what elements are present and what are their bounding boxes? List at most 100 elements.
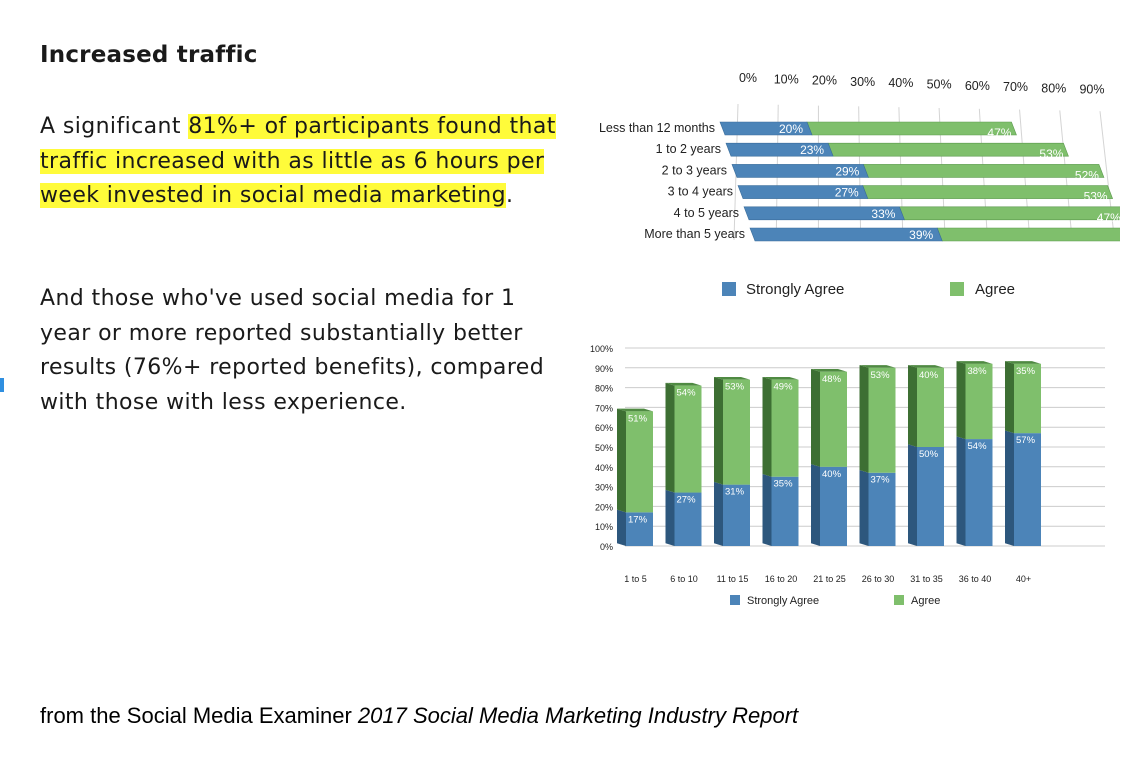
category-label: 11 to 15 — [717, 574, 749, 584]
legend-swatch-strongly-agree — [730, 595, 740, 605]
data-label-strongly-agree: 39% — [909, 228, 933, 242]
category-label: 3 to 4 years — [668, 185, 733, 199]
section-heading: Increased traffic — [40, 42, 258, 68]
bar-agree — [626, 411, 653, 513]
paragraph-traffic-lead: A significant — [40, 114, 189, 139]
y-tick-label: 50% — [595, 443, 613, 453]
bar-side-agree — [762, 376, 772, 477]
bar-agree — [827, 142, 1069, 157]
data-label-agree: 53% — [871, 370, 891, 381]
category-label: 1 to 2 years — [656, 142, 721, 156]
bar-strongly-agree — [719, 121, 813, 136]
horizontal-stacked-bar-chart: 0%10%20%30%40%50%60%70%80%90%39%48%More … — [599, 71, 1120, 298]
bar-top-agree — [714, 376, 750, 380]
legend-swatch-agree — [894, 595, 904, 605]
legend-label-strongly-agree: Strongly Agree — [746, 281, 844, 298]
category-label: 1 to 5 — [624, 574, 647, 584]
legend-label-strongly-agree: Strongly Agree — [747, 595, 819, 607]
bar-strongly-agree — [868, 472, 896, 546]
bar-side-strongly-agree — [956, 436, 966, 546]
bar-side-strongly-agree — [1005, 430, 1014, 546]
y-tick-label: 0% — [600, 542, 613, 552]
legend-swatch-agree — [950, 282, 964, 296]
bar-agree — [820, 371, 847, 467]
bar-agree — [862, 185, 1114, 199]
bar-agree — [936, 227, 1120, 242]
bar-top-agree — [908, 365, 944, 368]
bar-side-agree — [859, 365, 869, 473]
data-label-strongly-agree: 35% — [774, 479, 794, 490]
data-label-strongly-agree: 37% — [871, 475, 891, 486]
data-label-agree: 53% — [1084, 190, 1108, 204]
bar-strongly-agree — [743, 206, 905, 221]
bar-agree — [898, 206, 1120, 221]
category-label: More than 5 years — [644, 227, 745, 241]
highlighted-finding: 81%+ of participants found that traffic … — [40, 114, 556, 208]
bar-side-agree — [908, 365, 917, 447]
x-tick-label: 70% — [1003, 80, 1028, 94]
x-tick-label: 30% — [850, 75, 875, 89]
bar-strongly-agree — [917, 447, 944, 546]
category-label: 4 to 5 years — [674, 206, 739, 220]
x-tick-label: 0% — [739, 71, 757, 85]
paragraph-traffic-end: . — [505, 183, 514, 208]
vertical-stacked-bar-chart: 0% 10% 20% 30% 40% 50% 60% 70% 80% 90% 100% 17% 51% 1… — [590, 344, 1105, 607]
bar-side-strongly-agree — [859, 470, 869, 546]
bar-top-agree — [859, 365, 896, 368]
bar-top-agree — [617, 408, 653, 412]
bar-agree — [868, 367, 896, 473]
data-label-agree: 38% — [968, 366, 988, 377]
bar-strongly-agree — [771, 476, 799, 546]
data-label-agree: 48% — [822, 374, 842, 385]
bar-strongly-agree — [749, 227, 943, 242]
paragraph-traffic: A significant 81%+ of participants found… — [40, 110, 560, 214]
bar-side-agree — [1005, 361, 1014, 434]
data-label-strongly-agree: 31% — [725, 487, 745, 498]
y-tick-label: 60% — [595, 423, 613, 433]
bar-side-agree — [665, 382, 675, 493]
source-prefix: from the Social Media Examiner — [40, 703, 358, 728]
data-label-strongly-agree: 50% — [919, 449, 939, 460]
bar-agree — [806, 121, 1017, 136]
category-label: 16 to 20 — [765, 574, 798, 584]
bar-strongly-agree — [731, 164, 869, 178]
bar-side-agree — [714, 376, 723, 485]
data-label-agree: 47% — [1097, 211, 1120, 225]
category-label: 36 to 40 — [959, 574, 992, 584]
bar-strongly-agree — [725, 142, 834, 157]
bar-agree — [723, 379, 750, 485]
bar-side-agree — [811, 369, 820, 467]
bar-side-strongly-agree — [811, 464, 820, 546]
bar-strongly-agree — [1014, 433, 1041, 546]
bar-side-strongly-agree — [908, 444, 917, 546]
data-label-strongly-agree: 33% — [871, 207, 895, 221]
category-label: 6 to 10 — [670, 574, 698, 584]
data-label-agree: 54% — [677, 388, 697, 399]
x-tick-label: 50% — [927, 78, 952, 92]
edge-marker — [0, 378, 4, 392]
bar-agree — [917, 367, 944, 447]
x-tick-label: 80% — [1041, 81, 1066, 95]
bar-strongly-agree — [965, 439, 993, 546]
bar-strongly-agree — [626, 512, 653, 546]
paragraph-experience: And those who've used social media for 1… — [40, 286, 545, 415]
bar-side-agree — [956, 361, 966, 440]
source-citation: from the Social Media Examiner 2017 Soci… — [40, 703, 798, 729]
category-label: 40+ — [1016, 574, 1031, 584]
data-label-agree: 51% — [628, 413, 648, 424]
category-label: 31 to 35 — [910, 574, 943, 584]
x-tick-label: 60% — [965, 79, 990, 93]
data-label-agree: 47% — [987, 126, 1011, 140]
bar-strongly-agree — [723, 484, 750, 546]
y-tick-label: 80% — [595, 384, 613, 394]
bar-agree — [674, 385, 702, 493]
data-label-agree: 53% — [1039, 147, 1063, 161]
bar-side-strongly-agree — [617, 509, 626, 546]
category-label: 21 to 25 — [813, 574, 846, 584]
y-tick-label: 30% — [595, 483, 613, 493]
data-label-agree: 52% — [1075, 168, 1099, 182]
bar-agree — [1014, 363, 1041, 434]
data-label-agree: 40% — [919, 370, 939, 381]
data-label-strongly-agree: 23% — [800, 143, 824, 157]
data-label-strongly-agree: 54% — [968, 441, 988, 452]
